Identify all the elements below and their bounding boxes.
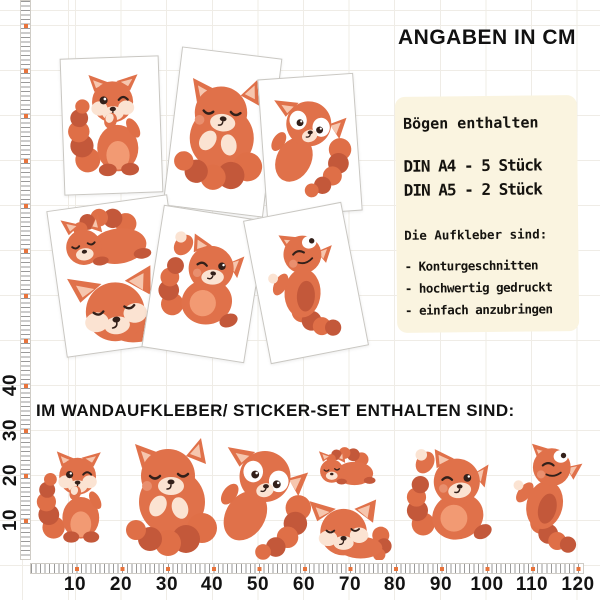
din-a5-line: DIN A5 - 2 Stück	[403, 179, 542, 200]
vertical-cm-ruler	[20, 0, 31, 560]
x-tick-label: 100	[470, 574, 504, 595]
info-box-subheading: Die Aufkleber sind:	[404, 226, 548, 243]
red-panda-illustration	[147, 212, 260, 356]
sticker-red-panda-stretching	[505, 432, 595, 560]
horizontal-cm-ruler	[30, 563, 584, 574]
x-tick-label: 60	[292, 574, 316, 595]
sticker-red-panda-sleeping	[306, 498, 392, 560]
x-tick-label: 90	[429, 574, 453, 595]
page-title: ANGABEN IN CM	[398, 26, 576, 49]
sticker-red-panda-cuddling-tail	[122, 432, 222, 560]
x-tick-label: 120	[561, 574, 595, 595]
x-tick-label: 80	[383, 574, 407, 595]
red-panda-illustration	[249, 209, 363, 356]
set-contents-heading: IM WANDAUFKLEBER/ STICKER-SET ENTHALTEN …	[36, 401, 515, 420]
feature-item: - einfach anzubringen	[404, 301, 553, 318]
sticker-red-panda-giggling	[36, 438, 116, 556]
y-tick-label: 20	[0, 463, 21, 487]
sticker-red-panda-playing	[404, 438, 500, 560]
x-tick-label: 40	[200, 574, 224, 595]
sticker-red-panda-big-eyes	[216, 438, 314, 562]
red-panda-illustration	[262, 80, 357, 211]
din-a4-line: DIN A4 - 5 Stück	[403, 155, 542, 176]
x-tick-label: 10	[63, 574, 87, 595]
info-box: Bögen enthalten DIN A4 - 5 Stück DIN A5 …	[394, 95, 580, 333]
x-tick-label: 20	[109, 574, 133, 595]
y-tick-label: 40	[0, 373, 21, 397]
x-tick-label: 50	[246, 574, 270, 595]
red-panda-illustration	[64, 62, 159, 189]
y-tick-label: 30	[0, 418, 21, 442]
x-tick-label: 110	[515, 574, 549, 595]
sticker-sheet	[257, 72, 363, 218]
feature-item: - hochwertig gedruckt	[404, 279, 553, 296]
sticker-red-panda-resting	[316, 437, 386, 497]
feature-item: - Konturgeschnitten	[404, 257, 539, 274]
info-box-heading: Bögen enthalten	[402, 113, 539, 133]
y-tick-label: 10	[0, 508, 21, 532]
x-tick-label: 70	[338, 574, 362, 595]
x-tick-label: 30	[155, 574, 179, 595]
sticker-sheet	[59, 55, 164, 196]
